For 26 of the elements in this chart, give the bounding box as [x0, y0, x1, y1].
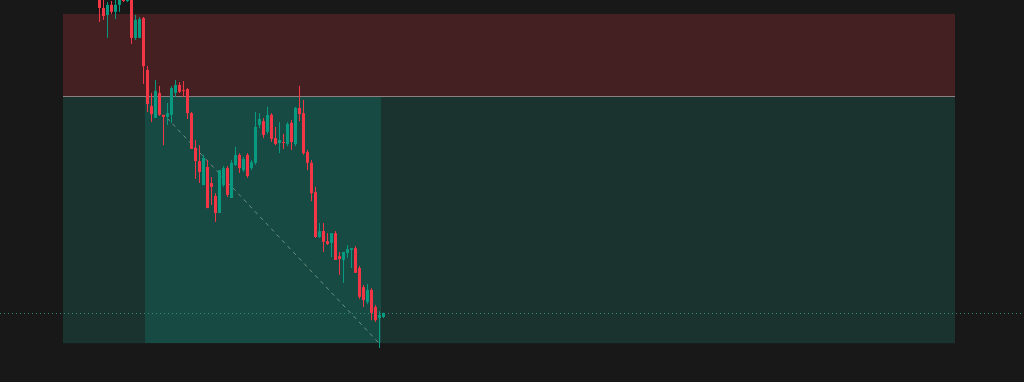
- candlestick: [198, 144, 201, 184]
- candlestick: [262, 117, 265, 139]
- candlestick: [322, 222, 325, 253]
- candlestick: [278, 121, 281, 154]
- candlestick: [366, 283, 369, 305]
- candlestick: [282, 133, 285, 150]
- candlestick: [162, 114, 165, 146]
- candlestick: [350, 247, 353, 269]
- candlestick: [286, 121, 289, 147]
- candlestick: [214, 192, 217, 223]
- candlestick: [370, 287, 373, 321]
- candlestick: [134, 14, 137, 41]
- candlestick: [138, 16, 141, 39]
- candlestick: [158, 85, 161, 117]
- candlestick: [246, 152, 249, 179]
- candlestick: [106, 1, 109, 39]
- candlestick: [98, 0, 101, 23]
- candlestick: [290, 119, 293, 151]
- candlestick: [378, 310, 381, 349]
- candlestick: [238, 152, 241, 174]
- candlestick: [342, 251, 345, 284]
- candlestick: [114, 0, 117, 20]
- candlestick: [330, 232, 333, 258]
- candlestick: [266, 106, 269, 135]
- candlestick: [102, 0, 105, 21]
- candlestick: [150, 92, 153, 123]
